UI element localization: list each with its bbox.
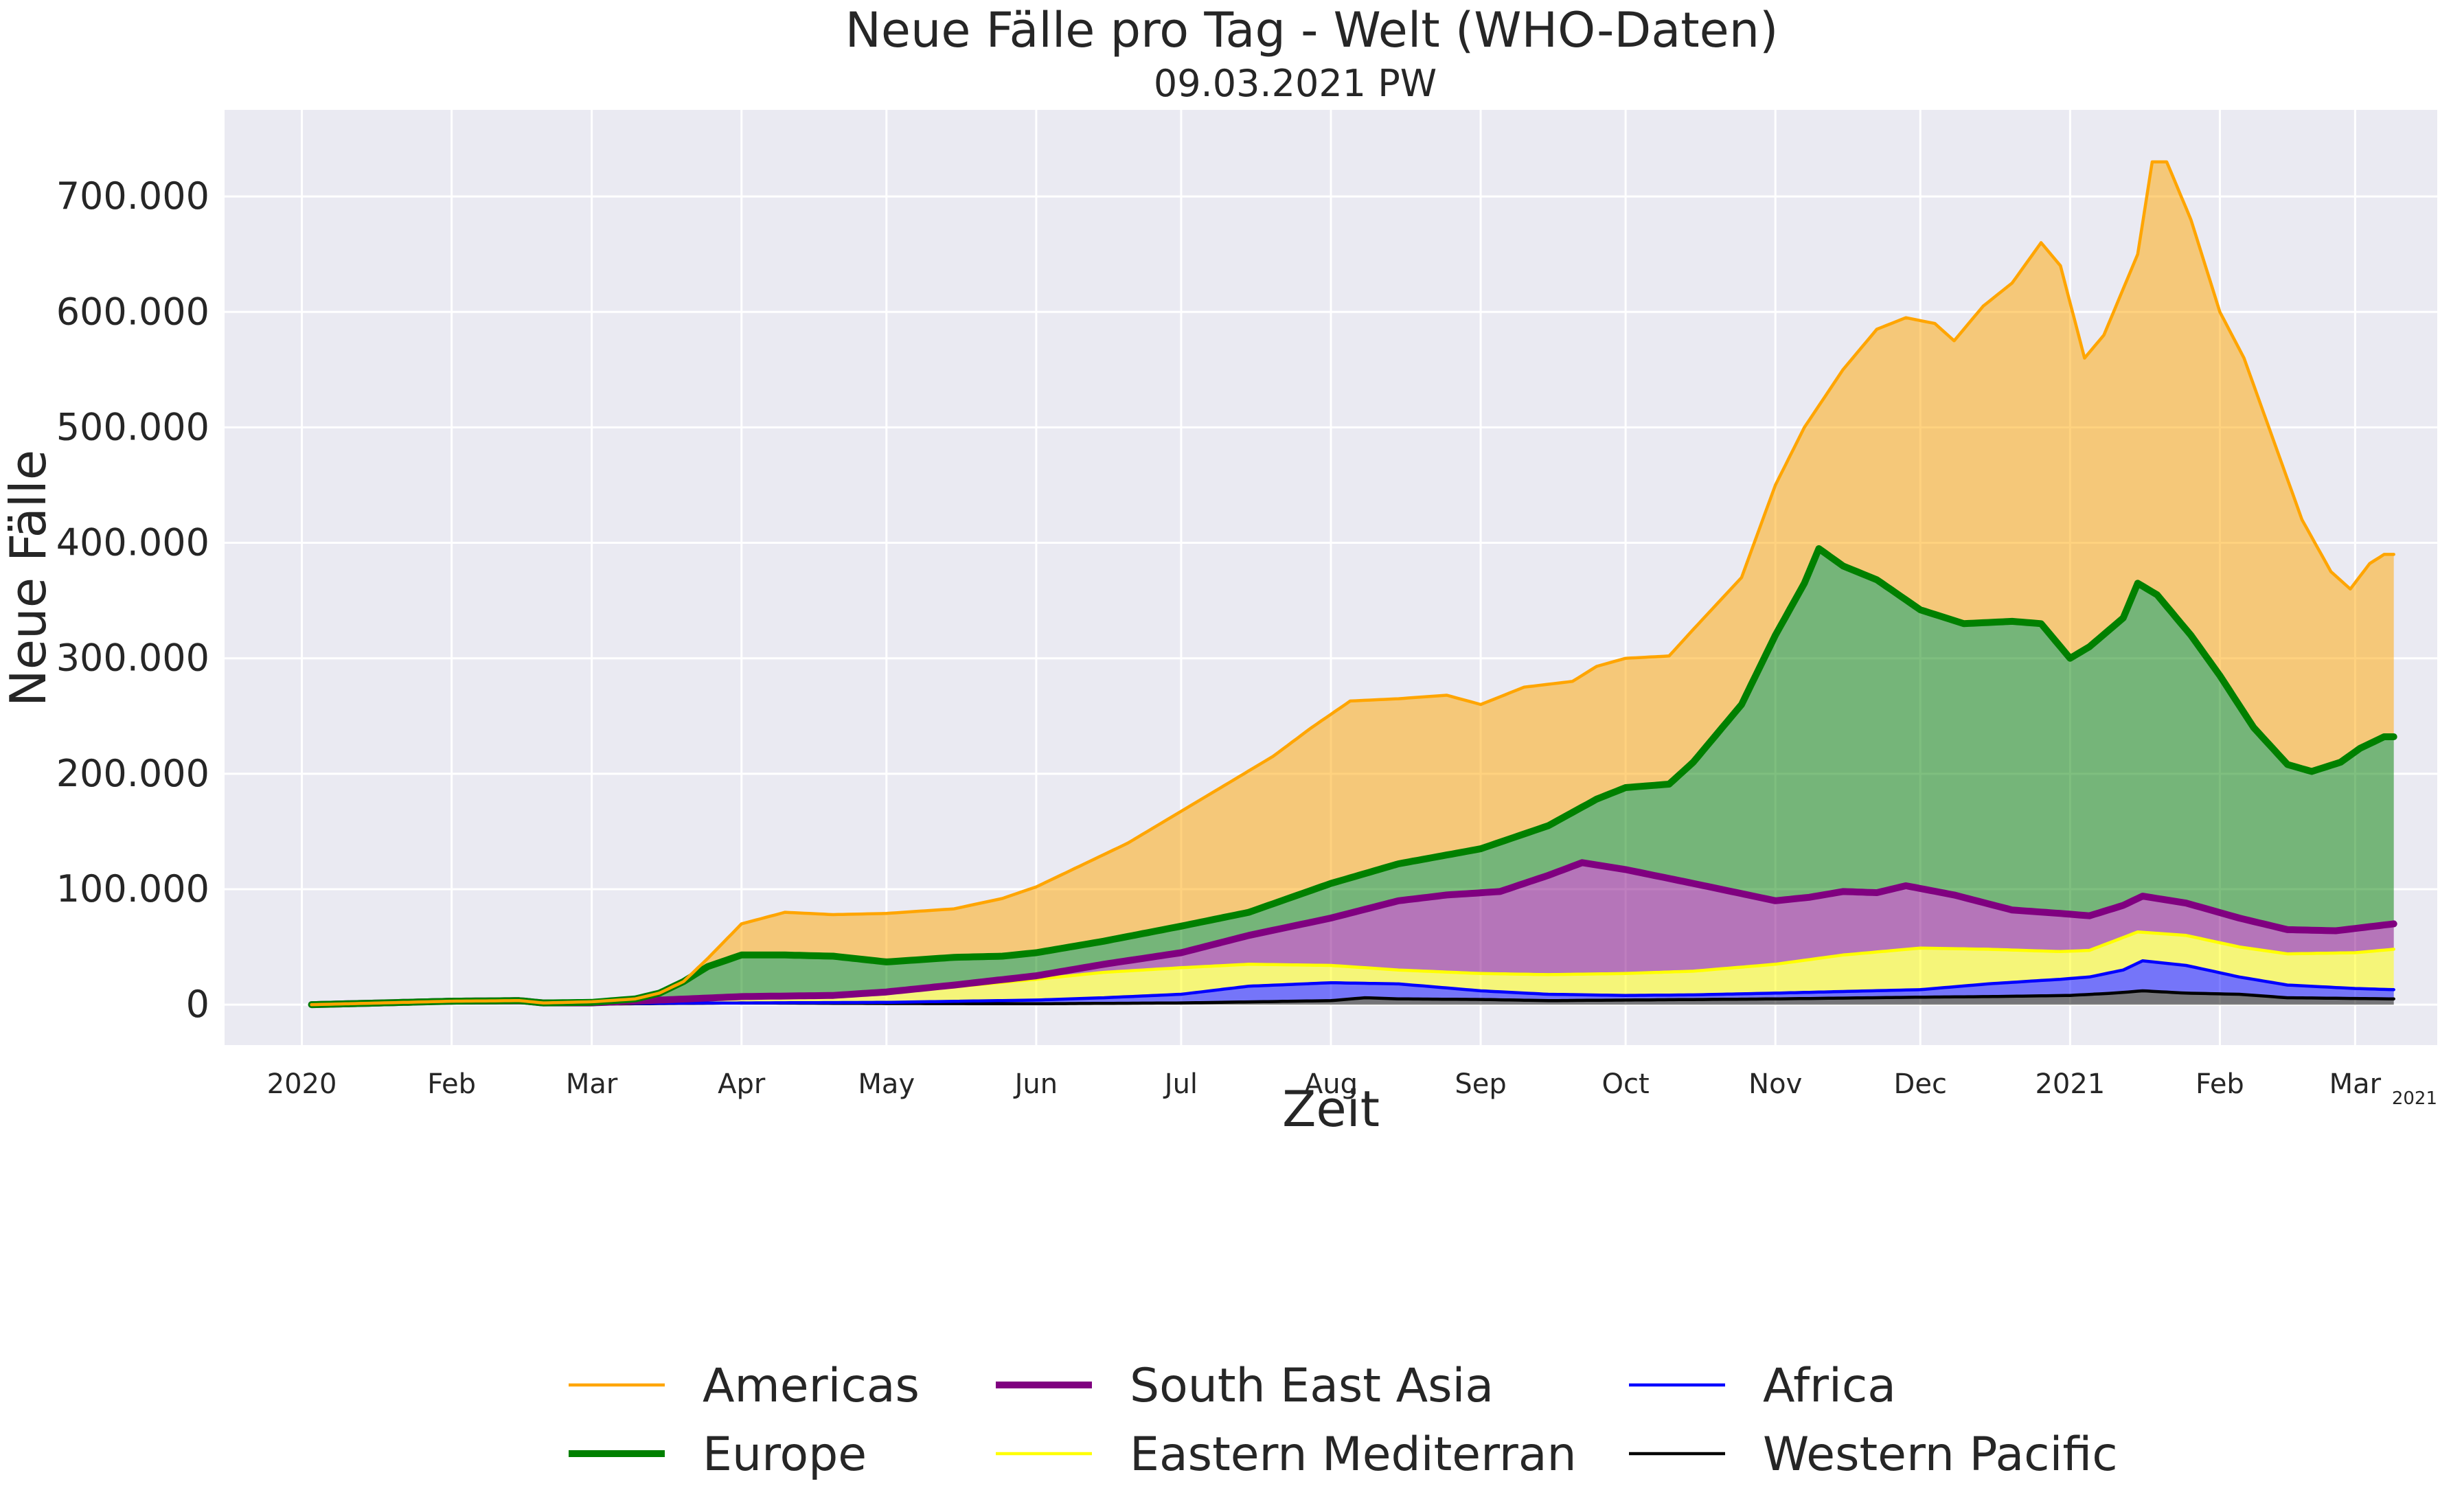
x-tick-label: 2020 <box>267 1068 337 1100</box>
legend-label: Americas <box>703 1359 920 1413</box>
legend-item-south-east-asia: South East Asia <box>996 1359 1494 1413</box>
x-tick-label: Feb <box>427 1068 476 1100</box>
x-tick-label: Sep <box>1455 1068 1506 1100</box>
x-tick-label: May <box>858 1068 915 1100</box>
x-tick-label: Feb <box>2196 1068 2244 1100</box>
legend-label: South East Asia <box>1130 1359 1494 1413</box>
y-tick-label: 200.000 <box>56 752 209 795</box>
legend-label: Africa <box>1763 1359 1896 1413</box>
area-americas <box>311 161 2394 1005</box>
x-tick-label: Oct <box>1602 1068 1650 1100</box>
y-tick-label: 400.000 <box>56 521 209 564</box>
legend-item-eastern-mediterran: Eastern Mediterran <box>996 1428 1577 1482</box>
x-tick-label: Mar <box>566 1068 618 1100</box>
chart-title: Neue Fälle pro Tag - Welt (WHO-Daten) <box>845 2 1779 58</box>
series-lines <box>308 160 2397 1009</box>
y-tick-label: 500.000 <box>56 405 209 448</box>
legend-label: Europe <box>703 1428 867 1482</box>
y-tick-label: 0 <box>186 983 209 1026</box>
y-axis-label: Neue Fälle <box>0 450 57 707</box>
area-south-east-asia <box>311 862 2394 1005</box>
chart-subtitle: 09.03.2021 PW <box>1154 62 1437 105</box>
x-tick-label: Jul <box>1163 1068 1198 1100</box>
y-axis-ticks: 0 100.000 200.000 300.000 400.000 500.000 600.… <box>56 174 209 1026</box>
line-americas <box>310 160 2395 1007</box>
x-tick-label: Dec <box>1894 1068 1947 1100</box>
x-tick-label: Mar <box>2329 1068 2382 1100</box>
legend-item-africa: Africa <box>1629 1359 1896 1413</box>
x-tick-label: Aug <box>1304 1068 1358 1100</box>
x-axis-ticks: 2020 Feb Mar Apr May Jun Jul Aug Sep Oct Nov Dec 202… <box>267 1068 2382 1100</box>
legend-label: Western Pacific <box>1763 1428 2118 1482</box>
y-tick-label: 700.000 <box>56 174 209 218</box>
x-axis-offset-label: 2021 <box>2392 1088 2437 1109</box>
x-tick-label: 2021 <box>2035 1068 2105 1100</box>
x-tick-label: Apr <box>718 1068 766 1100</box>
x-tick-label: Nov <box>1748 1068 1802 1100</box>
legend-item-western-pacific: Western Pacific <box>1629 1428 2118 1482</box>
legend: Americas Europe South East Asia Eastern Med… <box>569 1359 2118 1482</box>
line-south-east-asia <box>308 859 2397 1009</box>
y-tick-label: 600.000 <box>56 290 209 333</box>
y-tick-label: 300.000 <box>56 637 209 680</box>
area-western-pacific <box>311 991 2394 1005</box>
x-axis-label: Zeit <box>1282 1080 1380 1138</box>
y-tick-label: 100.000 <box>56 867 209 910</box>
legend-item-europe: Europe <box>569 1428 867 1482</box>
legend-item-americas: Americas <box>569 1359 920 1413</box>
area-africa <box>311 961 2394 1005</box>
legend-label: Eastern Mediterran <box>1130 1428 1577 1482</box>
x-tick-label: Jun <box>1013 1068 1058 1100</box>
